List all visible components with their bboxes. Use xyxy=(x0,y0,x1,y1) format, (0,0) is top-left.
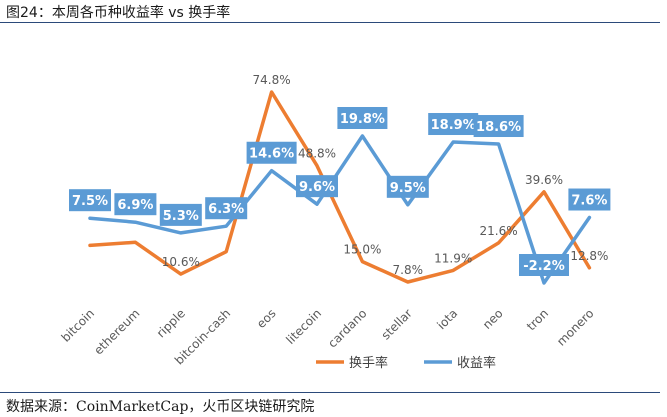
return-label-box-bitcoin-cash xyxy=(205,197,248,220)
line-chart: 10.6% 74.8% 48.8% 15.0% 7.8% 11.9% 21.6% 39.6% 1… xyxy=(59,73,611,371)
return-label-box-tron xyxy=(519,254,569,276)
x-tick-ripple: ripple xyxy=(154,306,188,340)
turnover-series-line xyxy=(88,90,592,284)
return-label-box-iota xyxy=(428,113,479,136)
x-tick-tron: tron xyxy=(524,306,551,333)
turnover-label-cardano: 15.0% xyxy=(343,243,381,257)
return-label-box-eos xyxy=(246,141,297,164)
x-tick-monero: monero xyxy=(554,306,596,348)
return-label-monero: 7.6% xyxy=(571,194,607,209)
return-label-box-monero xyxy=(568,188,611,211)
series-lines xyxy=(88,90,592,285)
return-label-neo: 18.6% xyxy=(476,120,521,135)
turnover-label-stellar: 7.8% xyxy=(393,263,424,277)
x-tick-iota: iota xyxy=(434,306,460,332)
turnover-label-monero: 12.8% xyxy=(570,249,608,263)
figure-title: 图24：本周各币种收益率 vs 换手率 xyxy=(6,5,231,21)
return-label-box-cardano xyxy=(337,107,388,129)
return-label-bitcoin: 7.5% xyxy=(72,194,108,209)
turnover-label-neo: 21.6% xyxy=(480,224,518,238)
return-label-box-neo xyxy=(473,115,524,138)
turnover-label-eos: 74.8% xyxy=(253,73,291,87)
return-label-stellar: 9.5% xyxy=(390,181,426,196)
turnover-label-tron: 39.6% xyxy=(525,173,563,187)
return-label-box-ripple xyxy=(159,203,202,226)
x-tick-neo: neo xyxy=(480,306,506,332)
legend: 换手率 收益率 xyxy=(316,355,496,371)
return-label-tron: -2.2% xyxy=(523,259,564,274)
return-label-eos: 14.6% xyxy=(249,147,294,162)
turnover-data-labels: 10.6% 74.8% 48.8% 15.0% 7.8% 11.9% 21.6% 39.6% 1… xyxy=(162,73,609,277)
x-tick-bitcoin: bitcoin xyxy=(59,306,98,345)
return-label-cardano: 19.8% xyxy=(340,112,385,127)
x-tick-ethereum: ethereum xyxy=(91,306,142,357)
return-label-box-bitcoin xyxy=(69,189,111,212)
x-tick-stellar: stellar xyxy=(379,306,415,342)
return-label-box-stellar xyxy=(386,175,429,198)
turnover-legend-label: 换手率 xyxy=(349,355,388,371)
return-label-box-litecoin xyxy=(296,175,338,198)
return-legend-label: 收益率 xyxy=(457,355,496,371)
return-label-box-ethereum xyxy=(114,193,157,216)
return-label-bitcoin-cash: 6.3% xyxy=(208,202,244,217)
turnover-label-iota: 11.9% xyxy=(434,251,472,265)
x-tick-litecoin: litecoin xyxy=(283,306,324,347)
turnover-label-ripple: 10.6% xyxy=(162,255,200,269)
source-divider xyxy=(0,392,660,393)
turnover-label-litecoin: 48.8% xyxy=(298,147,336,161)
return-label-ethereum: 6.9% xyxy=(117,198,153,213)
title-divider xyxy=(0,22,660,23)
source-note: 数据来源：CoinMarketCap，火币区块链研究院 xyxy=(6,399,315,415)
x-tick-cardano: cardano xyxy=(325,306,369,350)
return-label-litecoin: 9.6% xyxy=(299,180,335,195)
return-data-labels: 7.5% 6.9%5.3% 6.3%14.6%9.6%19.8%9.5%18.9% 1… xyxy=(69,107,611,276)
x-tick-eos: eos xyxy=(254,306,279,331)
return-series-line xyxy=(88,134,592,285)
return-label-iota: 18.9% xyxy=(431,118,476,133)
return-label-ripple: 5.3% xyxy=(163,209,199,224)
